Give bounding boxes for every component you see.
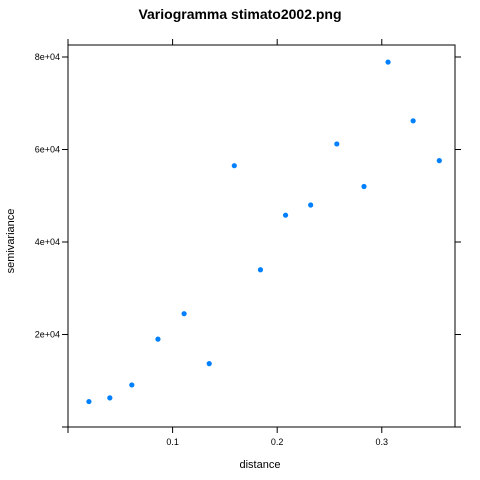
y-axis-label: semivariance <box>5 209 17 274</box>
data-point <box>257 267 264 273</box>
data-point <box>410 118 416 124</box>
y-tick-label: 2e+04 <box>35 330 60 340</box>
x-tick-label: 0.3 <box>376 437 389 447</box>
data-point <box>206 361 212 367</box>
x-tick-label: 0.2 <box>271 437 284 447</box>
plot-frame <box>67 44 456 428</box>
data-point <box>129 382 135 388</box>
data-points <box>86 59 442 405</box>
data-point <box>308 202 314 208</box>
data-point <box>361 183 367 190</box>
y-tick-label: 4e+04 <box>35 237 60 247</box>
x-axis: 0.1 0.2 0.3 <box>67 39 389 447</box>
data-point <box>334 141 340 147</box>
data-point <box>231 163 237 169</box>
chart-title: Variogramma stimato2002.png <box>138 6 341 22</box>
x-tick-label: 0.1 <box>166 437 179 447</box>
data-point <box>155 336 161 342</box>
data-point <box>436 158 442 164</box>
data-point <box>282 212 289 218</box>
data-point <box>181 311 187 317</box>
y-axis: 2e+04 4e+04 6e+04 8e+04 <box>35 52 461 428</box>
y-tick-label: 8e+04 <box>35 52 60 62</box>
data-point <box>86 398 92 405</box>
y-tick-label: 6e+04 <box>35 145 60 155</box>
data-point <box>107 395 113 401</box>
data-point <box>385 59 391 65</box>
x-axis-label: distance <box>240 459 281 471</box>
